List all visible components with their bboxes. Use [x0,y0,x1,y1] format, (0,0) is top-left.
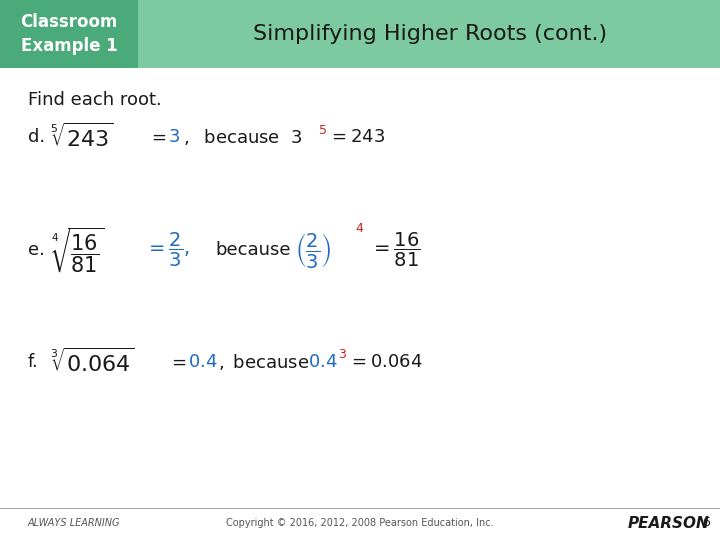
Text: 6: 6 [702,516,710,530]
Text: $= 243$: $= 243$ [328,128,385,146]
Text: PEARSON: PEARSON [628,516,710,530]
Text: $= \dfrac{16}{81}$: $= \dfrac{16}{81}$ [370,231,420,269]
Text: $3$: $3$ [168,128,180,146]
Text: ALWAYS LEARNING: ALWAYS LEARNING [28,518,120,528]
Text: $\mathregular{4}$: $\mathregular{4}$ [355,221,364,234]
Text: $,$ because: $,$ because [218,352,310,372]
Text: $\left(\dfrac{2}{3}\right)$: $\left(\dfrac{2}{3}\right)$ [295,231,331,269]
FancyBboxPatch shape [138,0,720,68]
Text: $\sqrt[5]{243}$: $\sqrt[5]{243}$ [50,123,113,151]
Text: $\sqrt[4]{\dfrac{16}{81}}$: $\sqrt[4]{\dfrac{16}{81}}$ [50,225,104,275]
Text: Copyright © 2016, 2012, 2008 Pearson Education, Inc.: Copyright © 2016, 2012, 2008 Pearson Edu… [226,518,494,528]
Text: $= $: $= $ [148,128,166,146]
Text: $= 0.064$: $= 0.064$ [348,353,423,371]
Text: Classroom
Example 1: Classroom Example 1 [20,13,117,55]
Text: $= $: $= $ [168,353,186,371]
Text: Find each root.: Find each root. [28,91,162,109]
FancyBboxPatch shape [0,0,138,68]
Text: $0.4$: $0.4$ [308,353,338,371]
Text: f.: f. [28,353,39,371]
Text: $\mathregular{5}$: $\mathregular{5}$ [318,124,327,137]
Text: $\mathregular{3}$: $\mathregular{3}$ [338,348,347,361]
Text: because: because [215,241,290,259]
Text: e.: e. [28,241,45,259]
Text: $,$  because  $3$: $,$ because $3$ [183,127,302,147]
Text: Simplifying Higher Roots (cont.): Simplifying Higher Roots (cont.) [253,24,607,44]
Text: $0.4$: $0.4$ [188,353,217,371]
Text: d.: d. [28,128,45,146]
Text: $= \dfrac{2}{3},$: $= \dfrac{2}{3},$ [145,231,190,269]
Text: $\sqrt[3]{0.064}$: $\sqrt[3]{0.064}$ [50,348,135,376]
